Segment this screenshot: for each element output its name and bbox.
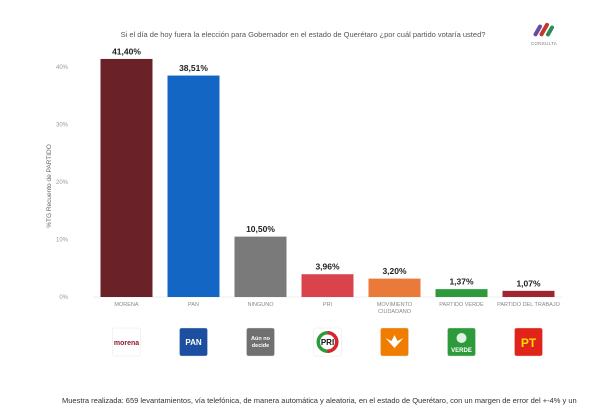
bar-4 bbox=[368, 278, 421, 297]
bar-1 bbox=[167, 75, 220, 297]
x-tick-label: PARTIDO VERDE bbox=[439, 302, 484, 308]
x-tick-label: PARTIDO DEL TRABAJO bbox=[497, 302, 560, 308]
data-label: 41,40% bbox=[112, 46, 141, 56]
data-label: 3,20% bbox=[382, 266, 407, 276]
brand-logo-icon bbox=[533, 22, 554, 37]
bar-5 bbox=[435, 289, 488, 297]
y-axis-label: %TG Recuento de PARTIDO bbox=[46, 144, 53, 228]
bar-2 bbox=[234, 236, 287, 297]
data-label: 1,07% bbox=[516, 278, 541, 288]
pt-logo-icon: PT bbox=[514, 327, 543, 357]
bar-0 bbox=[100, 58, 153, 298]
svg-text:morena: morena bbox=[114, 340, 139, 347]
y-tick-label: 10% bbox=[56, 238, 69, 244]
x-tick-label: PAN bbox=[188, 302, 199, 308]
x-tick-label: PRI bbox=[323, 302, 333, 308]
svg-text:PT: PT bbox=[521, 336, 537, 350]
footer-note: Muestra realizada: 659 levantamientos, v… bbox=[62, 396, 577, 405]
bar-3 bbox=[301, 274, 354, 297]
y-tick-label: 0% bbox=[59, 295, 68, 301]
pri-logo-icon: PRI bbox=[313, 327, 342, 357]
svg-text:decide: decide bbox=[252, 343, 269, 349]
pan-logo-icon: PAN bbox=[179, 327, 208, 357]
data-label: 10,50% bbox=[246, 224, 275, 234]
movimiento-ciudadano-logo-icon bbox=[380, 327, 409, 357]
brand-name: CONSULTA bbox=[530, 41, 558, 46]
y-tick-label: 20% bbox=[56, 180, 69, 186]
chart-title: Si el día de hoy fuera la elección para … bbox=[120, 30, 486, 39]
morena-logo-icon: morena bbox=[112, 327, 141, 357]
svg-text:VERDE: VERDE bbox=[451, 348, 472, 354]
x-tick-label: MORENA bbox=[114, 302, 138, 308]
bar-6 bbox=[502, 290, 555, 297]
svg-text:Aún no: Aún no bbox=[251, 336, 271, 342]
svg-text:PRI: PRI bbox=[321, 338, 334, 347]
verde-logo-icon: VERDE bbox=[447, 327, 476, 357]
data-label: 38,51% bbox=[179, 63, 208, 73]
data-label: 1,37% bbox=[449, 277, 474, 287]
x-tick-label: MOVIMIENTO bbox=[377, 302, 413, 308]
y-tick-label: 40% bbox=[56, 65, 69, 71]
x-tick-label: CIUDADANO bbox=[378, 309, 412, 315]
y-tick-label: 30% bbox=[56, 123, 69, 129]
svg-text:PAN: PAN bbox=[185, 338, 202, 347]
x-tick-label: NINGUNO bbox=[248, 302, 275, 308]
data-label: 3,96% bbox=[315, 262, 340, 272]
